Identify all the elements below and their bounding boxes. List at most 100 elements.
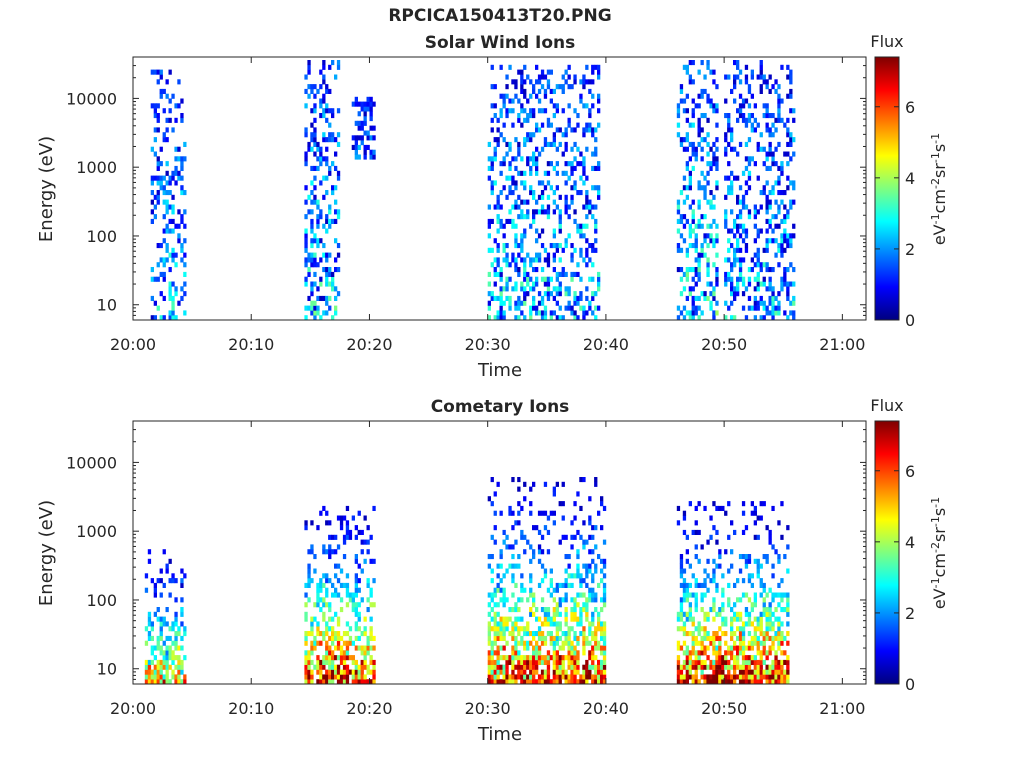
heatmap-cell xyxy=(552,587,556,593)
heatmap-cell xyxy=(756,558,760,564)
heatmap-cell xyxy=(511,79,515,85)
heatmap-cell xyxy=(780,631,784,637)
heatmap-cell xyxy=(789,204,793,210)
heatmap-cell xyxy=(676,655,681,661)
heatmap-cell xyxy=(546,122,551,128)
heatmap-cell xyxy=(363,650,367,656)
heatmap-cell xyxy=(685,295,689,301)
heatmap-cell xyxy=(721,573,725,579)
heatmap-cell xyxy=(712,151,716,157)
heatmap-cell xyxy=(567,84,571,90)
heatmap-cell xyxy=(570,271,574,277)
heatmap-cell xyxy=(159,592,163,598)
heatmap-cell xyxy=(514,300,518,306)
heatmap-cell xyxy=(786,659,790,665)
heatmap-cell xyxy=(328,122,332,128)
heatmap-cell xyxy=(756,209,760,215)
heatmap-cell xyxy=(304,281,308,287)
heatmap-cell xyxy=(555,127,559,133)
heatmap-cell xyxy=(588,127,592,133)
heatmap-cell xyxy=(697,103,701,109)
heatmap-cell xyxy=(177,209,181,215)
heatmap-cell xyxy=(685,592,689,598)
heatmap-cell xyxy=(543,310,548,316)
heatmap-cell xyxy=(322,132,326,138)
heatmap-cell xyxy=(712,238,716,244)
heatmap-cell xyxy=(369,679,373,685)
heatmap-cell xyxy=(514,79,518,85)
heatmap-cell xyxy=(535,170,539,176)
heatmap-cell xyxy=(783,674,787,680)
heatmap-cell xyxy=(741,621,746,627)
heatmap-cell xyxy=(771,597,775,603)
heatmap-cell xyxy=(316,204,320,210)
heatmap-cell xyxy=(741,578,746,584)
heatmap-cell xyxy=(777,108,781,114)
heatmap-cell xyxy=(543,659,548,665)
heatmap-cell xyxy=(499,276,503,282)
heatmap-cell xyxy=(747,597,752,603)
heatmap-cell xyxy=(561,84,565,90)
heatmap-cell xyxy=(517,486,521,492)
heatmap-cell xyxy=(709,103,713,109)
heatmap-cell xyxy=(316,664,320,670)
heatmap-cell xyxy=(741,170,746,176)
heatmap-cell xyxy=(499,621,503,627)
heatmap-cell xyxy=(499,554,503,560)
heatmap-cell xyxy=(597,185,601,191)
heatmap-cell xyxy=(174,165,178,171)
heatmap-cell xyxy=(322,659,326,665)
heatmap-cell xyxy=(765,218,769,224)
heatmap-cell xyxy=(594,655,598,661)
heatmap-cell xyxy=(576,549,580,555)
heatmap-cell xyxy=(786,233,790,239)
panel-title: Solar Wind Ions xyxy=(425,33,576,53)
heatmap-cell xyxy=(591,69,595,75)
heatmap-cell xyxy=(520,597,524,603)
heatmap-cell xyxy=(180,568,184,574)
heatmap-cell xyxy=(304,233,308,239)
heatmap-cell xyxy=(369,135,373,141)
heatmap-cell xyxy=(304,315,308,321)
heatmap-cell xyxy=(168,664,172,670)
heatmap-cell xyxy=(685,252,689,258)
heatmap-cell xyxy=(496,563,500,569)
heatmap-cell xyxy=(490,190,494,196)
heatmap-cell xyxy=(313,305,317,311)
heatmap-cell xyxy=(582,74,586,80)
heatmap-cell xyxy=(747,103,752,109)
heatmap-cell xyxy=(744,679,749,685)
heatmap-cell xyxy=(354,96,358,102)
heatmap-cell xyxy=(322,573,326,579)
heatmap-cell xyxy=(777,223,781,229)
heatmap-cell xyxy=(567,117,571,123)
heatmap-cell xyxy=(753,592,757,598)
heatmap-cell xyxy=(688,291,692,297)
heatmap-cell xyxy=(331,534,335,540)
heatmap-cell xyxy=(594,137,598,143)
heatmap-cell xyxy=(162,655,166,661)
heatmap-cell xyxy=(334,151,338,157)
heatmap-cell xyxy=(579,190,583,196)
heatmap-cell xyxy=(546,161,551,167)
heatmap-cell xyxy=(570,607,574,613)
heatmap-cell xyxy=(685,645,689,651)
heatmap-cell xyxy=(552,209,556,215)
heatmap-cell xyxy=(174,315,178,321)
heatmap-cell xyxy=(564,194,568,200)
heatmap-cell xyxy=(700,544,704,550)
heatmap-cell xyxy=(688,60,692,66)
heatmap-cell xyxy=(334,549,338,555)
heatmap-cell xyxy=(703,295,707,301)
heatmap-cell xyxy=(694,243,698,249)
heatmap-cell xyxy=(532,305,536,311)
heatmap-cell xyxy=(523,180,527,186)
heatmap-cell xyxy=(736,199,740,205)
heatmap-cell xyxy=(736,74,740,80)
heatmap-cell xyxy=(546,529,551,535)
heatmap-cell xyxy=(685,185,689,191)
heatmap-cell xyxy=(727,582,731,588)
heatmap-cell xyxy=(532,267,536,273)
heatmap-cell xyxy=(517,650,521,656)
heatmap-cell xyxy=(747,558,752,564)
